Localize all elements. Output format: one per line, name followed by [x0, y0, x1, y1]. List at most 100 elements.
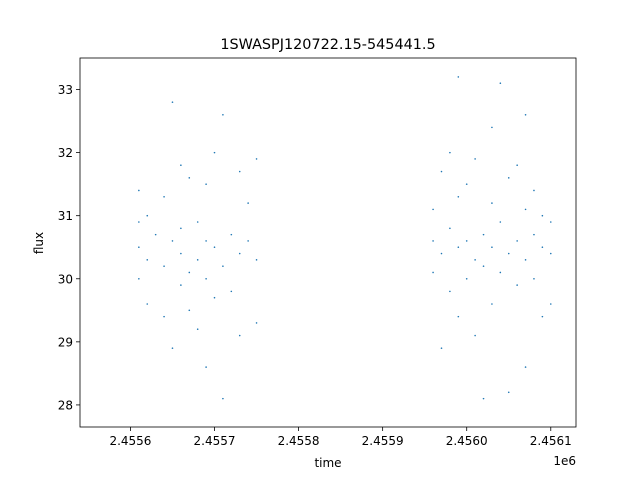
data-point: [465, 183, 468, 185]
y-tick-label: 28: [58, 398, 73, 412]
data-point: [247, 240, 249, 242]
data-point: [533, 277, 535, 280]
data-point: [146, 259, 149, 261]
x-axis: 2.4556 2.4557 2.4558 2.4559 2.4560 2.4561: [109, 427, 572, 448]
chart-title: 1SWASPJ120722.15-545441.5: [220, 37, 435, 53]
data-point: [457, 246, 460, 249]
data-point: [499, 271, 502, 274]
data-point: [507, 391, 510, 394]
data-point: [491, 303, 493, 305]
data-point: [549, 221, 552, 223]
y-axis: 28 29 30 31 32 33: [58, 83, 80, 412]
data-point: [138, 189, 140, 192]
x-tick-label: 2.4558: [278, 434, 320, 448]
data-point: [238, 252, 241, 255]
data-point: [180, 252, 182, 255]
data-point: [238, 170, 241, 173]
data-point: [196, 221, 199, 223]
data-point: [188, 309, 191, 312]
data-point: [524, 208, 527, 211]
data-point: [507, 252, 510, 255]
data-point: [230, 233, 233, 236]
data-point: [138, 221, 140, 223]
data-point: [432, 208, 434, 211]
data-point: [432, 240, 434, 242]
data-point: [163, 315, 165, 318]
data-point: [491, 202, 493, 204]
data-point: [432, 271, 434, 274]
scatter-series: [138, 76, 552, 400]
data-point: [171, 347, 174, 349]
data-point: [482, 397, 485, 400]
data-point: [440, 347, 443, 349]
y-tick-label: 31: [58, 209, 73, 223]
data-point: [196, 328, 199, 331]
y-tick-label: 30: [58, 272, 73, 286]
data-point: [154, 233, 157, 236]
data-point: [449, 151, 451, 154]
data-point: [138, 277, 140, 280]
y-tick-label: 29: [58, 335, 73, 349]
data-point: [171, 240, 174, 242]
data-point: [541, 315, 544, 318]
data-point: [449, 227, 451, 230]
data-point: [533, 233, 535, 236]
data-point: [222, 265, 224, 267]
data-point: [457, 195, 460, 198]
data-point: [524, 113, 527, 116]
data-point: [482, 265, 485, 267]
data-point: [549, 252, 552, 255]
data-point: [491, 126, 493, 129]
data-point: [507, 177, 510, 179]
data-point: [213, 296, 216, 299]
data-point: [541, 214, 544, 217]
x-axis-label: time: [314, 456, 341, 470]
data-point: [146, 303, 149, 305]
data-point: [180, 164, 182, 167]
data-point: [205, 366, 207, 368]
data-point: [457, 315, 460, 318]
data-point: [482, 233, 485, 236]
y-axis-label: flux: [32, 232, 46, 254]
data-point: [457, 76, 460, 78]
data-point: [465, 277, 468, 280]
data-point: [238, 334, 241, 337]
data-point: [230, 290, 233, 293]
data-point: [516, 284, 518, 286]
data-point: [146, 214, 149, 217]
x-tick-label: 2.4557: [194, 434, 236, 448]
data-point: [465, 240, 468, 242]
data-point: [180, 284, 182, 286]
y-tick-label: 33: [58, 83, 73, 97]
data-point: [474, 158, 476, 160]
data-point: [196, 259, 199, 261]
data-point: [499, 221, 502, 223]
data-point: [171, 101, 174, 103]
data-point: [524, 366, 527, 368]
data-point: [138, 246, 140, 249]
plot-frame: [79, 57, 577, 428]
data-point: [213, 246, 216, 249]
data-point: [163, 195, 165, 198]
data-point: [491, 246, 493, 249]
x-tick-label: 2.4559: [362, 434, 404, 448]
data-point: [205, 183, 207, 185]
data-point: [205, 240, 207, 242]
data-point: [180, 227, 182, 230]
data-point: [516, 164, 518, 167]
data-point: [449, 290, 451, 293]
data-point: [255, 158, 258, 160]
data-point: [549, 303, 552, 305]
data-point: [474, 259, 476, 261]
y-tick-label: 32: [58, 146, 73, 160]
data-point: [163, 265, 165, 267]
data-point: [541, 246, 544, 249]
data-point: [188, 177, 191, 179]
data-point: [205, 277, 207, 280]
x-tick-label: 2.4561: [530, 434, 572, 448]
data-point: [533, 189, 535, 192]
data-point: [516, 240, 518, 242]
data-point: [247, 202, 249, 204]
